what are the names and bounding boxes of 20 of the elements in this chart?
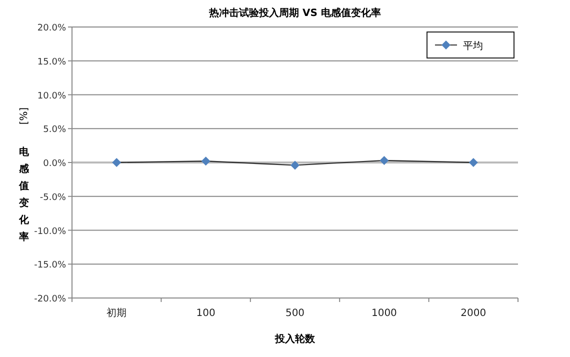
chart-title: 热冲击试验投入周期 VS 电感值变化率 <box>208 7 381 19</box>
y-axis-title: 电感值变化率 <box>18 146 30 243</box>
y-tick-label: -20.0% <box>34 294 66 304</box>
y-tick-label: 10.0% <box>37 91 66 102</box>
y-tick-label: 20.0% <box>37 24 66 34</box>
y2-axis-title: [%] <box>19 107 30 125</box>
x-tick-label: 500 <box>285 308 305 319</box>
y-tick-label: 0.0% <box>43 159 66 169</box>
y-tick-label: -15.0% <box>34 260 66 271</box>
y-tick-label: -10.0% <box>34 226 66 237</box>
y-tick-label: 5.0% <box>43 125 66 136</box>
x-tick-label: 初期 <box>106 307 127 319</box>
legend-label: 平均 <box>463 40 483 52</box>
x-tick-label: 2000 <box>460 308 486 319</box>
x-tick-label: 100 <box>196 308 216 319</box>
y-tick-label: 15.0% <box>37 57 66 68</box>
x-tick-label: 1000 <box>371 308 397 319</box>
y-tick-label: -5.0% <box>40 192 66 203</box>
legend: 平均 <box>426 32 514 58</box>
x-axis-title: 投入轮数 <box>274 333 316 345</box>
